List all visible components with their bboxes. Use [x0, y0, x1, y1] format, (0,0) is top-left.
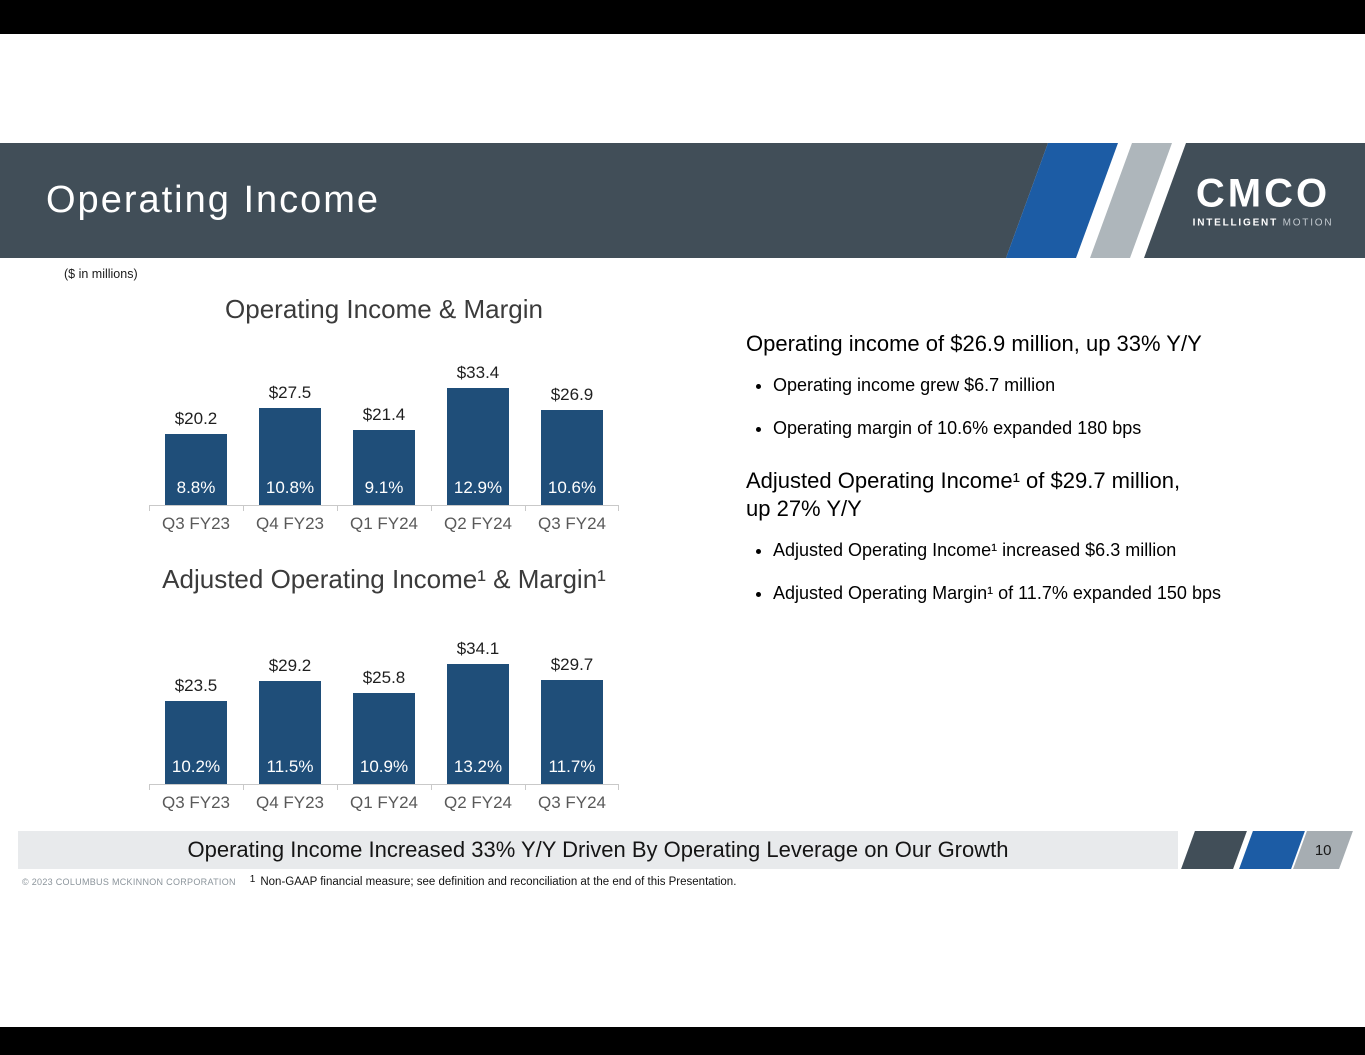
x-axis-label: Q4 FY23	[243, 785, 337, 813]
adjusted-operating-income-chart: Adjusted Operating Income¹ & Margin¹ $23…	[149, 564, 619, 813]
bar-margin-label: 10.6%	[547, 478, 597, 497]
header-background	[0, 143, 1048, 258]
commentary-section-adjusted-operating-income: Adjusted Operating Income¹ of $29.7 mill…	[746, 467, 1306, 604]
page-number: 10	[1314, 841, 1332, 859]
chart-title: Operating Income & Margin	[225, 294, 543, 324]
banner-dark-stripe	[1181, 831, 1247, 869]
bullet-list: Operating income grew $6.7 million Opera…	[746, 375, 1306, 439]
bar-group: $25.8 10.9%	[337, 633, 431, 784]
chart-title: Adjusted Operating Income¹ & Margin¹	[162, 564, 606, 594]
bar-group: $29.2 11.5%	[243, 633, 337, 784]
x-axis-label: Q3 FY23	[149, 785, 243, 813]
bar-value-label: $25.8	[362, 668, 406, 687]
logo-tagline: INTELLIGENT MOTION	[1188, 217, 1338, 228]
bar-margin-label: 12.9%	[453, 478, 503, 497]
bottom-black-bar	[0, 1027, 1365, 1055]
chart-plot-area: $20.2 8.8% $27.5 10.8% $21.4 9.1% $33.4 12.9% $2…	[149, 354, 619, 506]
bar-group: $26.9 10.6%	[525, 354, 619, 505]
footnote-text: Non-GAAP financial measure; see definiti…	[260, 876, 737, 888]
banner-band: Operating Income Increased 33% Y/Y Drive…	[18, 831, 1178, 869]
x-axis-label: Q3 FY24	[525, 506, 619, 534]
bar-value-label: $21.4	[362, 405, 406, 424]
header-band: Operating Income CMCO INTELLIGENT MOTION	[0, 143, 1365, 258]
bar: 11.5%	[259, 681, 321, 784]
header-right-block	[1144, 143, 1365, 258]
bullet-item: Adjusted Operating Income¹ increased $6.…	[773, 540, 1306, 561]
footnote-ref: 1	[249, 874, 256, 885]
bar-value-label: $20.2	[174, 409, 218, 428]
bar-margin-label: 10.2%	[171, 757, 221, 776]
commentary-section-operating-income: Operating income of $26.9 million, up 33…	[746, 330, 1306, 439]
bar-value-label: $29.2	[268, 656, 312, 675]
x-axis-label: Q1 FY24	[337, 506, 431, 534]
bar-value-label: $34.1	[456, 639, 500, 658]
copyright-text: © 2023 COLUMBUS MCKINNON CORPORATION	[22, 877, 236, 887]
x-axis: Q3 FY23 Q4 FY23 Q1 FY24 Q2 FY24 Q3 FY24	[149, 785, 619, 813]
bar-value-label: $29.7	[550, 655, 594, 674]
commentary-panel: Operating income of $26.9 million, up 33…	[746, 330, 1306, 632]
bar-value-label: $33.4	[456, 363, 500, 382]
takeaway-banner: Operating Income Increased 33% Y/Y Drive…	[0, 831, 1365, 869]
x-axis: Q3 FY23 Q4 FY23 Q1 FY24 Q2 FY24 Q3 FY24	[149, 506, 619, 534]
bar-value-label: $23.5	[174, 676, 218, 695]
bar: 13.2%	[447, 664, 509, 784]
slide-title: Operating Income	[46, 179, 381, 221]
bar-group: $34.1 13.2%	[431, 633, 525, 784]
operating-income-chart: Operating Income & Margin $20.2 8.8% $27.5…	[149, 294, 619, 534]
bar: 10.6%	[541, 410, 603, 505]
x-axis-label: Q2 FY24	[431, 785, 525, 813]
bar-value-label: $26.9	[550, 385, 594, 404]
chart-plot-area: $23.5 10.2% $29.2 11.5% $25.8 10.9% $34.1 13.2%…	[149, 633, 619, 785]
bar-margin-label: 13.2%	[453, 757, 503, 776]
x-axis-label: Q2 FY24	[431, 506, 525, 534]
footnote-row: © 2023 COLUMBUS MCKINNON CORPORATION 1 N…	[22, 874, 1342, 888]
bar: 10.9%	[353, 693, 415, 784]
bar-value-label: $27.5	[268, 383, 312, 402]
top-black-bar	[0, 0, 1365, 34]
company-logo: CMCO INTELLIGENT MOTION	[1188, 173, 1338, 228]
bullet-item: Adjusted Operating Margin¹ of 11.7% expa…	[773, 583, 1306, 604]
bar: 8.8%	[165, 434, 227, 505]
bar-margin-label: 8.8%	[176, 478, 216, 497]
bar: 11.7%	[541, 680, 603, 784]
bar-margin-label: 10.9%	[359, 757, 409, 776]
banner-text: Operating Income Increased 33% Y/Y Drive…	[187, 837, 1009, 862]
logo-tagline-bold: INTELLIGENT	[1192, 217, 1278, 228]
x-axis-label: Q3 FY24	[525, 785, 619, 813]
bar-group: $29.7 11.7%	[525, 633, 619, 784]
bar: 10.2%	[165, 701, 227, 784]
bar-group: $20.2 8.8%	[149, 354, 243, 505]
section-heading: Adjusted Operating Income¹ of $29.7 mill…	[746, 467, 1181, 522]
bar-margin-label: 11.5%	[266, 757, 314, 776]
bar-margin-label: 9.1%	[364, 478, 404, 497]
bar: 9.1%	[353, 430, 415, 505]
bar-margin-label: 11.7%	[548, 757, 596, 776]
x-axis-label: Q1 FY24	[337, 785, 431, 813]
bullet-item: Operating margin of 10.6% expanded 180 b…	[773, 418, 1306, 439]
bar-margin-label: 10.8%	[265, 478, 315, 497]
bullet-item: Operating income grew $6.7 million	[773, 375, 1306, 396]
bar-group: $33.4 12.9%	[431, 354, 525, 505]
bar-group: $27.5 10.8%	[243, 354, 337, 505]
logo-tagline-light: MOTION	[1282, 217, 1334, 228]
bar: 10.8%	[259, 408, 321, 505]
bar: 12.9%	[447, 388, 509, 505]
x-axis-label: Q3 FY23	[149, 506, 243, 534]
logo-wordmark: CMCO	[1195, 171, 1331, 215]
section-heading: Operating income of $26.9 million, up 33…	[746, 331, 1202, 356]
bar-group: $21.4 9.1%	[337, 354, 431, 505]
bar-group: $23.5 10.2%	[149, 633, 243, 784]
x-axis-label: Q4 FY23	[243, 506, 337, 534]
bullet-list: Adjusted Operating Income¹ increased $6.…	[746, 540, 1306, 604]
units-note: ($ in millions)	[64, 267, 138, 281]
